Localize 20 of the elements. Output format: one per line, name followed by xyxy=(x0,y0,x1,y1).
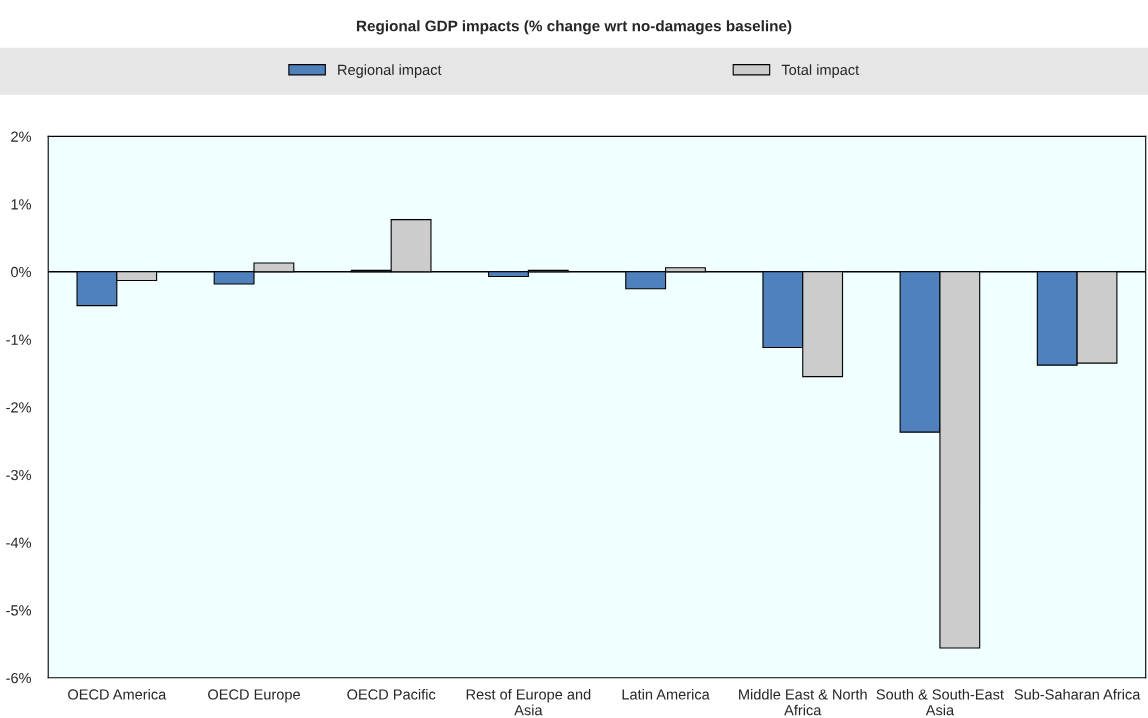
y-tick-label: 1% xyxy=(11,199,32,210)
y-tick-label: -2% xyxy=(6,402,32,413)
y-tick-label: -5% xyxy=(6,605,32,616)
y-tick-label: -3% xyxy=(6,469,32,481)
x-tick-label: Sub-Saharan Africa xyxy=(1014,688,1141,700)
x-tick-label: South & South-East Asia xyxy=(876,688,1004,716)
x-tick-label: Latin America xyxy=(622,688,710,700)
legend-label: Regional impact xyxy=(338,64,442,78)
y-tick-label: -6% xyxy=(6,672,32,684)
y-tick-label: -1% xyxy=(6,334,32,345)
y-tick-label: -4% xyxy=(6,537,32,548)
x-tick-label: OECD Europe xyxy=(208,689,300,703)
legend-label: Total impact xyxy=(781,64,860,78)
x-tick-label: OECD Pacific xyxy=(347,688,436,700)
x-tick-label: Rest of Europe and Asia xyxy=(466,688,591,716)
x-tick-label: OECD America xyxy=(68,688,167,700)
y-tick-label: 2% xyxy=(11,131,32,142)
chart-title: Regional GDP impacts (% change wrt no-damages baseline) xyxy=(356,20,792,35)
x-tick-label: Middle East & North Africa xyxy=(739,688,867,716)
y-tick-label: 0% xyxy=(11,266,32,278)
